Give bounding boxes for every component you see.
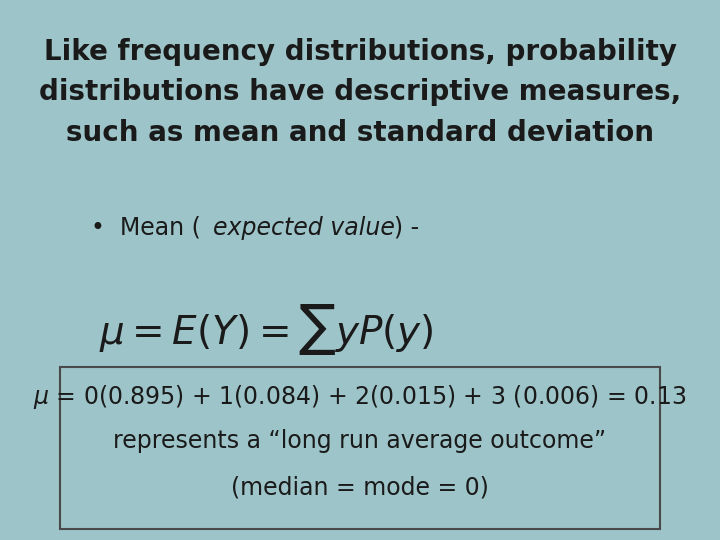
Text: (median = mode = 0): (median = mode = 0) (231, 475, 489, 499)
Text: such as mean and standard deviation: such as mean and standard deviation (66, 119, 654, 147)
Text: represents a “long run average outcome”: represents a “long run average outcome” (114, 429, 606, 453)
FancyBboxPatch shape (60, 367, 660, 529)
Text: ) -: ) - (395, 216, 420, 240)
Text: $\mu = E(Y) = \sum yP(y)$: $\mu = E(Y) = \sum yP(y)$ (99, 302, 433, 357)
Text: expected value: expected value (213, 216, 395, 240)
Text: distributions have descriptive measures,: distributions have descriptive measures, (39, 78, 681, 106)
Text: $\mu$ = 0(0.895) + 1(0.084) + 2(0.015) + 3 (0.006) = 0.13: $\mu$ = 0(0.895) + 1(0.084) + 2(0.015) +… (33, 383, 687, 411)
Text: •  Mean (: • Mean ( (91, 216, 201, 240)
Text: Like frequency distributions, probability: Like frequency distributions, probabilit… (43, 38, 677, 66)
